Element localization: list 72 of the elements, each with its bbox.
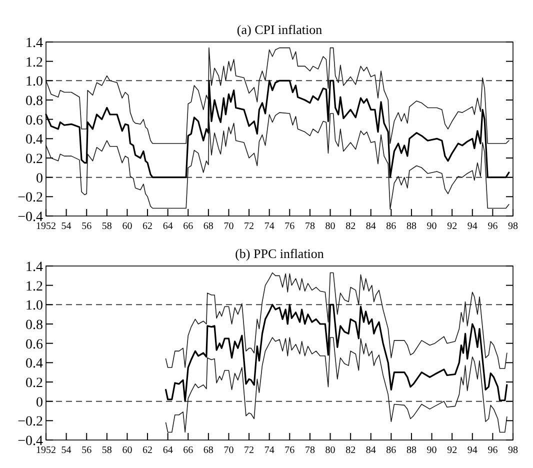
x-tick-label: 82 (346, 445, 356, 456)
x-tick-label: 86 (386, 221, 396, 232)
x-tick-label: 64 (162, 445, 173, 456)
x-tick-label: 88 (406, 221, 416, 232)
x-tick-label: 84 (366, 221, 376, 232)
x-tick-label: 80 (325, 445, 336, 456)
chart-title: (a) CPI inflation (236, 22, 323, 37)
y-tick-label: 0.2 (26, 376, 43, 391)
x-tick-label: 74 (264, 221, 274, 232)
x-tick-label: 96 (488, 221, 498, 232)
y-tick-label: 1.2 (26, 55, 43, 70)
y-tick-label: 0.4 (26, 132, 43, 148)
x-tick-label: 1952 (36, 445, 56, 456)
x-tick-label: 96 (488, 445, 498, 456)
x-tick-label: 60 (122, 221, 132, 232)
y-tick-label: 1.0 (26, 298, 43, 314)
x-tick-label: 60 (122, 445, 132, 456)
x-tick-label: 56 (82, 221, 92, 232)
line-series (165, 272, 508, 369)
y-tick-label: 0 (36, 395, 43, 410)
x-tick-label: 70 (224, 221, 234, 232)
y-tick-label: 1.4 (26, 36, 43, 51)
x-tick-label: 62 (142, 221, 153, 232)
y-tick-label: 0.2 (26, 152, 43, 167)
y-tick-label: 0 (36, 171, 43, 186)
line-series (46, 112, 510, 210)
y-tick-label: 1.4 (26, 260, 43, 275)
line-series (46, 47, 510, 144)
y-tick-label: 0.4 (26, 356, 43, 372)
x-tick-label: 94 (467, 445, 478, 456)
x-tick-label: 98 (508, 445, 518, 456)
y-tick-label: 0.6 (26, 113, 43, 128)
x-tick-label: 66 (183, 221, 194, 232)
x-tick-label: 1952 (36, 221, 56, 232)
y-tick-label: 0.6 (26, 337, 43, 352)
x-tick-label: 84 (366, 445, 376, 456)
x-tick-label: 76 (284, 221, 295, 232)
x-tick-label: 66 (183, 445, 194, 456)
y-tick-label: −0.2 (18, 190, 43, 206)
x-tick-label: 98 (508, 221, 518, 232)
y-tick-label: 1.0 (26, 74, 43, 90)
x-tick-label: 70 (224, 445, 234, 456)
x-tick-label: 92 (447, 445, 458, 456)
x-tick-label: 90 (426, 445, 437, 456)
line-series (165, 337, 508, 433)
x-tick-label: 86 (386, 445, 396, 456)
y-tick-label: −0.2 (18, 414, 43, 430)
x-tick-label: 88 (406, 445, 416, 456)
x-tick-label: 68 (203, 221, 214, 232)
x-tick-label: 80 (325, 221, 336, 232)
x-tick-label: 72 (244, 221, 254, 232)
x-tick-label: 62 (142, 445, 153, 456)
x-tick-label: 78 (304, 221, 315, 232)
x-tick-label: 92 (447, 221, 458, 232)
x-tick-label: 94 (467, 221, 478, 232)
x-tick-label: 72 (244, 445, 254, 456)
x-tick-label: 68 (203, 445, 214, 456)
x-tick-label: 82 (346, 221, 356, 232)
x-tick-label: 54 (61, 445, 72, 456)
chart-title: (b) PPC inflation (235, 246, 324, 261)
x-tick-label: 64 (162, 221, 173, 232)
x-tick-label: 54 (61, 221, 72, 232)
x-tick-label: 90 (426, 221, 437, 232)
y-tick-label: 0.8 (26, 318, 43, 333)
x-tick-label: 74 (264, 445, 274, 456)
x-tick-label: 58 (102, 221, 112, 232)
x-tick-label: 56 (82, 445, 92, 456)
y-tick-label: 0.8 (26, 94, 43, 109)
x-tick-label: 78 (304, 445, 315, 456)
y-tick-label: 1.2 (26, 279, 43, 294)
x-tick-label: 58 (102, 445, 112, 456)
x-tick-label: 76 (284, 445, 295, 456)
